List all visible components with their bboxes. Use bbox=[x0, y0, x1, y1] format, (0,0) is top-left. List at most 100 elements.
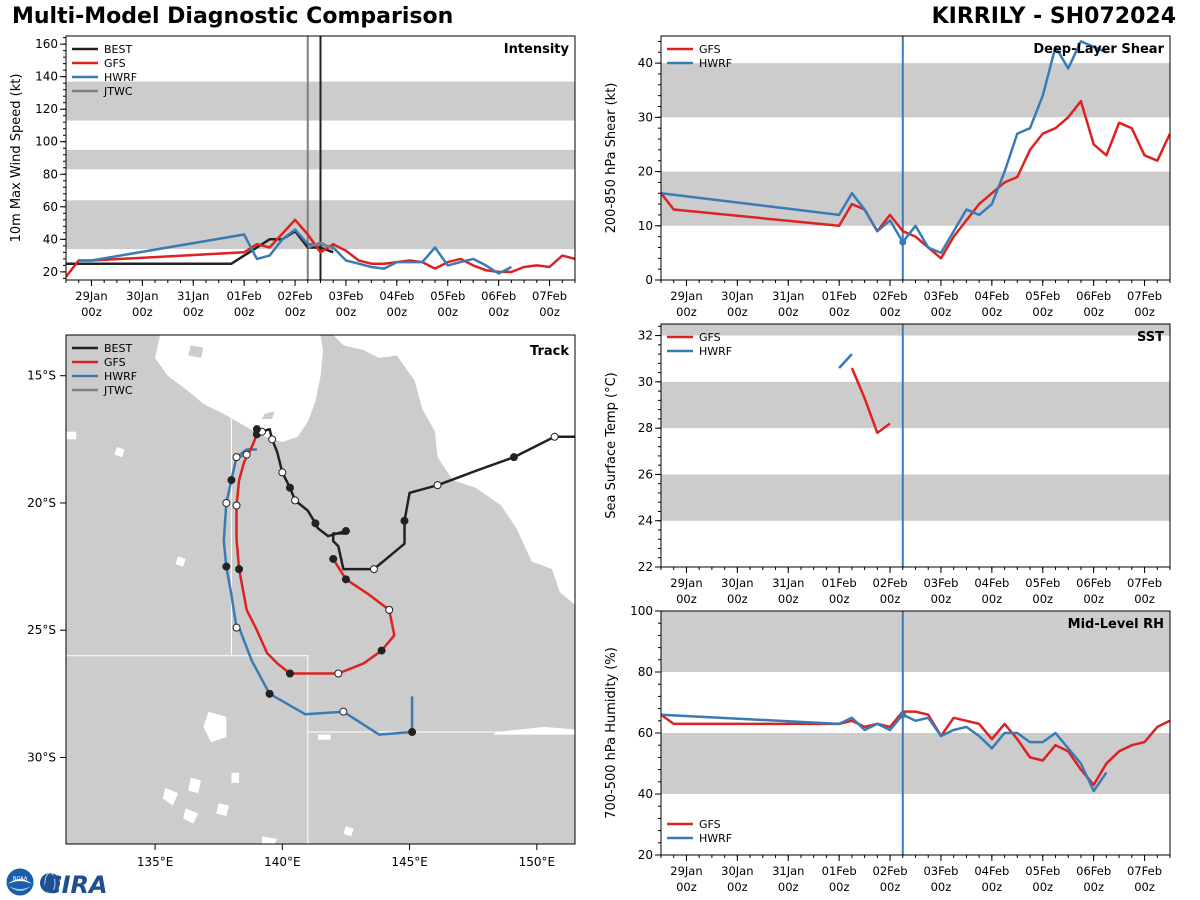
legend-label-hwrf: HWRF bbox=[699, 345, 732, 358]
sst-xtick-label-date: 04Feb bbox=[974, 576, 1009, 590]
intensity-xtick-label-date: 06Feb bbox=[481, 289, 516, 303]
rh-xtick-label-date: 29Jan bbox=[670, 864, 702, 878]
track-marker-best bbox=[285, 483, 294, 492]
shear-xtick-label-hour: 00z bbox=[778, 305, 799, 319]
rh-ytick-label: 100 bbox=[630, 604, 653, 618]
track-marker-jtwc bbox=[242, 450, 251, 459]
intensity-xtick-label-hour: 00z bbox=[336, 305, 357, 319]
inland-lake-2 bbox=[231, 772, 240, 783]
intensity-xtick-label-date: 02Feb bbox=[278, 289, 313, 303]
shear-xtick-label-date: 29Jan bbox=[670, 289, 702, 303]
rh-xtick-label-hour: 00z bbox=[727, 880, 748, 894]
intensity-xtick-label-date: 03Feb bbox=[328, 289, 363, 303]
track-marker-best bbox=[278, 468, 287, 477]
rh-xtick-label-hour: 00z bbox=[829, 880, 850, 894]
rh-xtick-label-hour: 00z bbox=[778, 880, 799, 894]
legend-label-hwrf: HWRF bbox=[104, 370, 137, 383]
rh-xtick-label-hour: 00z bbox=[1083, 880, 1104, 894]
track-marker-gfs bbox=[285, 669, 294, 678]
shear-xtick-label-hour: 00z bbox=[1032, 305, 1053, 319]
shear-analysis-point bbox=[899, 238, 907, 246]
rh-xtick-label-hour: 00z bbox=[676, 880, 697, 894]
track-marker-best bbox=[509, 453, 518, 462]
track-panel: 135°E 140°E 145°E 150°E 15°S 20°S 25°S 30°S Trac… bbox=[27, 334, 576, 869]
rh-xtick-label-hour: 00z bbox=[931, 880, 952, 894]
inland-lake-5 bbox=[162, 788, 178, 806]
shear-xtick-label-date: 05Feb bbox=[1025, 289, 1060, 303]
track-marker-best bbox=[400, 516, 409, 525]
intensity-ylabel: 10m Max Wind Speed (kt) bbox=[9, 74, 24, 243]
intensity-ytick-label: 20 bbox=[43, 265, 58, 279]
sst-ylabel: Sea Surface Temp (°C) bbox=[604, 372, 619, 519]
shear-xtick-label-hour: 00z bbox=[931, 305, 952, 319]
shear-ytick-label: 0 bbox=[645, 273, 653, 287]
track-marker-hwrf bbox=[408, 728, 417, 737]
sst-xtick-label-hour: 00z bbox=[1083, 592, 1104, 606]
rh-xtick-label-hour: 00z bbox=[880, 880, 901, 894]
figure-title: Multi-Model Diagnostic Comparison bbox=[12, 4, 454, 29]
shear-xtick-label-date: 31Jan bbox=[772, 289, 804, 303]
inland-lake-3 bbox=[216, 803, 229, 816]
sst-xtick-label-date: 31Jan bbox=[772, 576, 804, 590]
track-marker-gfs bbox=[232, 501, 241, 510]
track-marker-gfs bbox=[341, 575, 350, 584]
shear-xtick-label-date: 04Feb bbox=[974, 289, 1009, 303]
shear-ytick-label: 40 bbox=[638, 56, 653, 70]
legend-label-jtwc: JTWC bbox=[103, 384, 133, 397]
intensity-xtick-label-hour: 00z bbox=[183, 305, 204, 319]
globe-icon bbox=[40, 873, 60, 893]
track-ytick-label: 30°S bbox=[27, 750, 56, 764]
sst-xtick-label-hour: 00z bbox=[1134, 592, 1155, 606]
shear-band-0 bbox=[661, 171, 1170, 226]
intensity-ytick-label: 80 bbox=[43, 167, 58, 181]
rh-band-0 bbox=[661, 733, 1170, 794]
track-marker-gfs bbox=[235, 565, 244, 574]
track-xtick-label: 140°E bbox=[264, 855, 301, 869]
intensity-ytick-label: 40 bbox=[43, 232, 58, 246]
intensity-xtick-label-date: 31Jan bbox=[177, 289, 209, 303]
inland-lake-11 bbox=[175, 556, 186, 567]
track-marker-best bbox=[252, 425, 261, 434]
sst-xtick-label-hour: 00z bbox=[880, 592, 901, 606]
track-marker-hwrf bbox=[222, 562, 231, 571]
track-marker-best bbox=[550, 432, 559, 441]
shear-xtick-label-date: 03Feb bbox=[923, 289, 958, 303]
intensity-ytick-label: 60 bbox=[43, 200, 58, 214]
track-marker-gfs bbox=[329, 554, 338, 563]
legend-label-hwrf: HWRF bbox=[699, 832, 732, 845]
intensity-xtick-label-hour: 00z bbox=[285, 305, 306, 319]
intensity-ytick-label: 140 bbox=[35, 70, 58, 84]
track-xtick-label: 135°E bbox=[137, 855, 174, 869]
intensity-panel: 20 40 60 80 100 120 140 160 29Jan 00z 30Jan 00z 31Ja… bbox=[9, 35, 576, 319]
cira-logo-text: CIRA bbox=[44, 871, 108, 898]
intensity-plot-area bbox=[66, 36, 575, 280]
intensity-xtick-label-hour: 00z bbox=[132, 305, 153, 319]
cira-logo: NOAA CIRA bbox=[5, 867, 108, 898]
track-ytick-label: 15°S bbox=[27, 369, 56, 383]
intensity-xtick-label-date: 30Jan bbox=[126, 289, 158, 303]
shear-xtick-label-hour: 00z bbox=[880, 305, 901, 319]
shear-xtick-label-hour: 00z bbox=[727, 305, 748, 319]
track-line-gfs bbox=[235, 433, 396, 675]
shear-xtick-label-date: 07Feb bbox=[1127, 289, 1162, 303]
track-plot-area bbox=[66, 335, 575, 844]
sst-xtick-label-date: 02Feb bbox=[873, 576, 908, 590]
track-marker-best bbox=[433, 481, 442, 490]
rh-xtick-label-date: 31Jan bbox=[772, 864, 804, 878]
shear-series-hwrf bbox=[661, 40, 1107, 255]
rh-xtick-label-hour: 00z bbox=[1134, 880, 1155, 894]
shear-xtick-label-date: 30Jan bbox=[721, 289, 753, 303]
gulf-of-carpentaria bbox=[155, 335, 323, 442]
noaa-logo-icon bbox=[5, 867, 35, 897]
inland-lake-0 bbox=[203, 711, 227, 743]
track-marker-best bbox=[369, 565, 378, 574]
noaa-bird-icon bbox=[8, 879, 32, 884]
intensity-xtick-label-date: 04Feb bbox=[379, 289, 414, 303]
rh-ylabel: 700-500 hPa Humidity (%) bbox=[604, 647, 619, 819]
track-ytick-label: 25°S bbox=[27, 623, 56, 637]
rh-ytick-label: 60 bbox=[638, 726, 653, 740]
track-panel-title: Track bbox=[530, 344, 569, 359]
intensity-xtick-label-hour: 00z bbox=[234, 305, 255, 319]
intensity-xtick-label-date: 01Feb bbox=[227, 289, 262, 303]
shear-band-1 bbox=[661, 63, 1170, 118]
